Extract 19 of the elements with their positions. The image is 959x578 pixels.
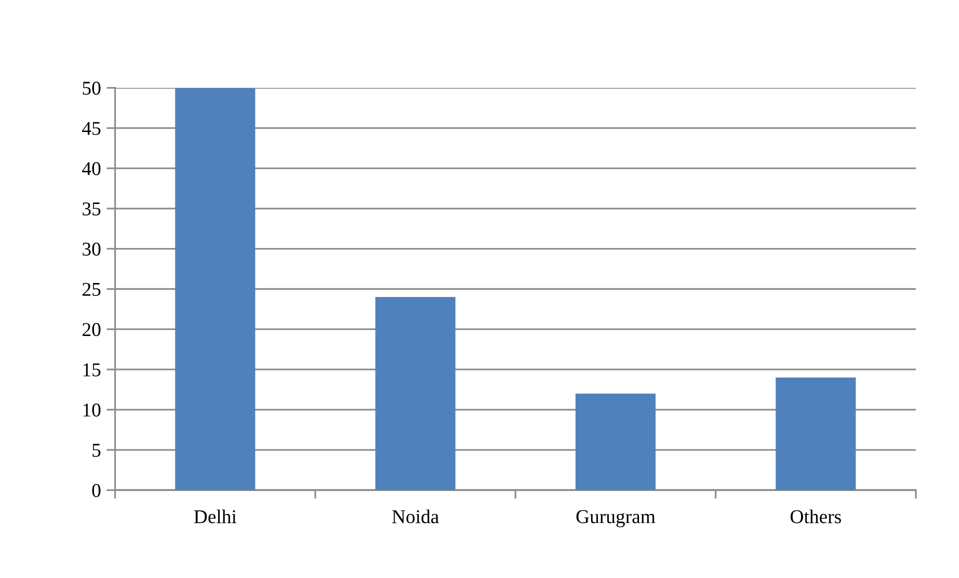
y-tick-label: 15 bbox=[83, 363, 100, 376]
bar bbox=[375, 297, 456, 490]
x-tick-label: Others bbox=[790, 510, 841, 524]
x-tick-label: Noida bbox=[392, 510, 439, 524]
x-tick-label: Delhi bbox=[194, 510, 236, 524]
y-tick-label: 45 bbox=[82, 122, 100, 136]
y-tick-label: 30 bbox=[82, 242, 100, 256]
y-tick-label: 20 bbox=[82, 323, 100, 336]
y-tick-label: 25 bbox=[82, 282, 100, 296]
y-tick-label: 10 bbox=[83, 404, 100, 417]
y-tick-label: 40 bbox=[82, 162, 100, 176]
y-tick-label: 50 bbox=[82, 82, 100, 95]
bar bbox=[776, 378, 856, 490]
y-tick-label: 35 bbox=[82, 202, 100, 216]
x-tick-label: Gurugram bbox=[576, 510, 656, 528]
bar bbox=[175, 88, 256, 490]
y-tick-label: 5 bbox=[92, 444, 100, 457]
y-tick-label: 0 bbox=[92, 484, 100, 498]
bar bbox=[576, 394, 656, 490]
